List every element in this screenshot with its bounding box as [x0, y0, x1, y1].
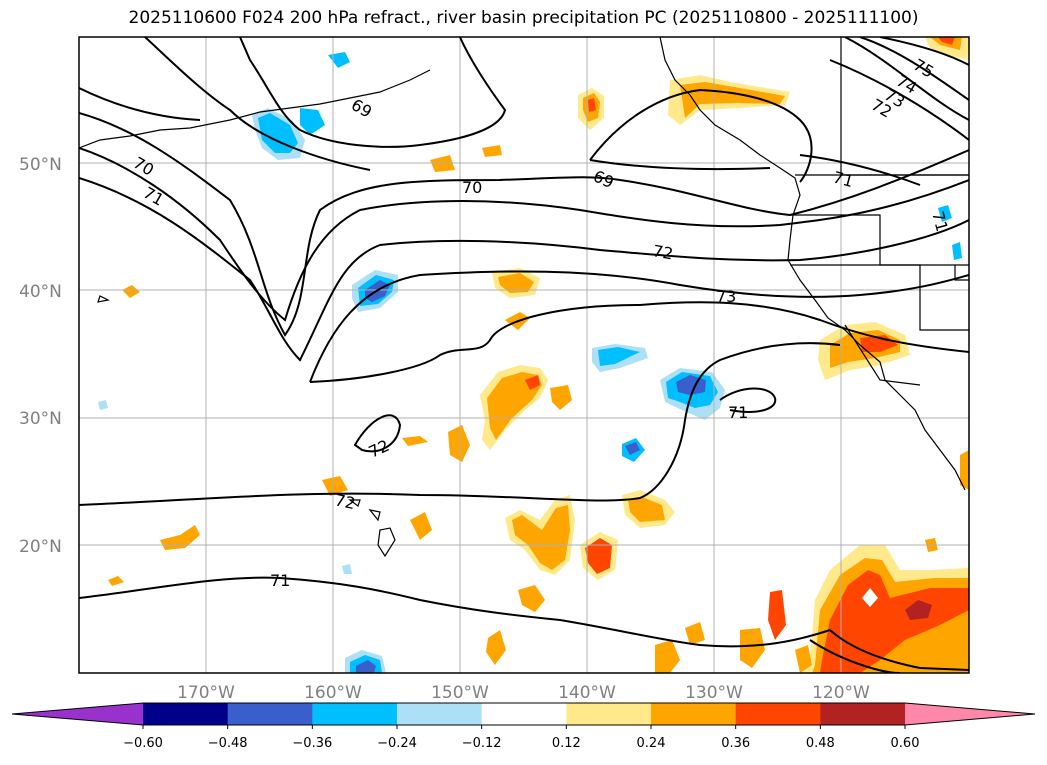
colorbar-extend-low: [12, 703, 143, 725]
colorbar-segment: [651, 703, 737, 725]
colorbar-segment: [481, 703, 567, 725]
lat-label: 30°N: [19, 409, 62, 429]
map-gridlines: [79, 37, 969, 673]
lon-label: 170°W: [177, 683, 235, 703]
colorbar-tick-label: −0.60: [123, 736, 163, 751]
lon-label: 130°W: [685, 683, 743, 703]
lat-label: 50°N: [19, 155, 62, 175]
colorbar-tick-label: 0.48: [806, 736, 835, 751]
refractivity-contours: [79, 37, 969, 673]
contour-label: 70: [130, 153, 157, 180]
colorbar-tick-label: 0.36: [721, 736, 750, 751]
colorbar-tick-label: −0.12: [462, 736, 502, 751]
colorbar-tick-label: 0.60: [891, 736, 920, 751]
contour-label: 71: [270, 571, 290, 590]
contour-label: 72: [651, 241, 674, 263]
colorbar-segment: [397, 703, 483, 725]
contour-label: 69: [590, 166, 616, 192]
colorbar-segment: [227, 703, 313, 725]
lon-label: 140°W: [558, 683, 616, 703]
colorbar-segment: [735, 703, 821, 725]
colorbar-tick-label: 0.24: [637, 736, 666, 751]
lon-label: 160°W: [304, 683, 362, 703]
colorbar-tick-label: −0.36: [292, 736, 332, 751]
lon-label: 120°W: [812, 683, 870, 703]
colorbar-segment: [820, 703, 906, 725]
contour-label: 71: [831, 168, 856, 192]
colorbar-tick-label: −0.48: [208, 736, 248, 751]
contour-label: 73: [716, 287, 736, 306]
colorbar-segment: [312, 703, 398, 725]
lat-label: 40°N: [19, 282, 62, 302]
map-frame: [78, 36, 970, 674]
precip-shading: [98, 37, 969, 673]
longitude-labels: 170°W 160°W 150°W 140°W 130°W 120°W: [177, 683, 870, 703]
colorbar-segment: [143, 703, 229, 725]
contour-label: 70: [462, 178, 482, 197]
lat-label: 20°N: [19, 537, 62, 557]
contour-label: 72: [366, 436, 392, 462]
latitude-labels: 50°N 40°N 30°N 20°N: [19, 155, 62, 557]
contour-label: 69: [348, 95, 375, 122]
colorbar-extend-high: [905, 703, 1035, 725]
colorbar-segment: [566, 703, 652, 725]
colorbar-tick-label: −0.24: [377, 736, 417, 751]
map-title: 2025110600 F024 200 hPa refract., river …: [128, 8, 919, 28]
contour-label: 71: [728, 403, 748, 422]
lon-label: 150°W: [431, 683, 489, 703]
colorbar: −0.60 −0.48 −0.36 −0.24 −0.12 0.12 0.24 0.36 0.4…: [11, 702, 1036, 751]
contour-label: 72: [333, 490, 357, 513]
contour-label: 71: [928, 209, 952, 234]
colorbar-tick-label: 0.12: [552, 736, 581, 751]
